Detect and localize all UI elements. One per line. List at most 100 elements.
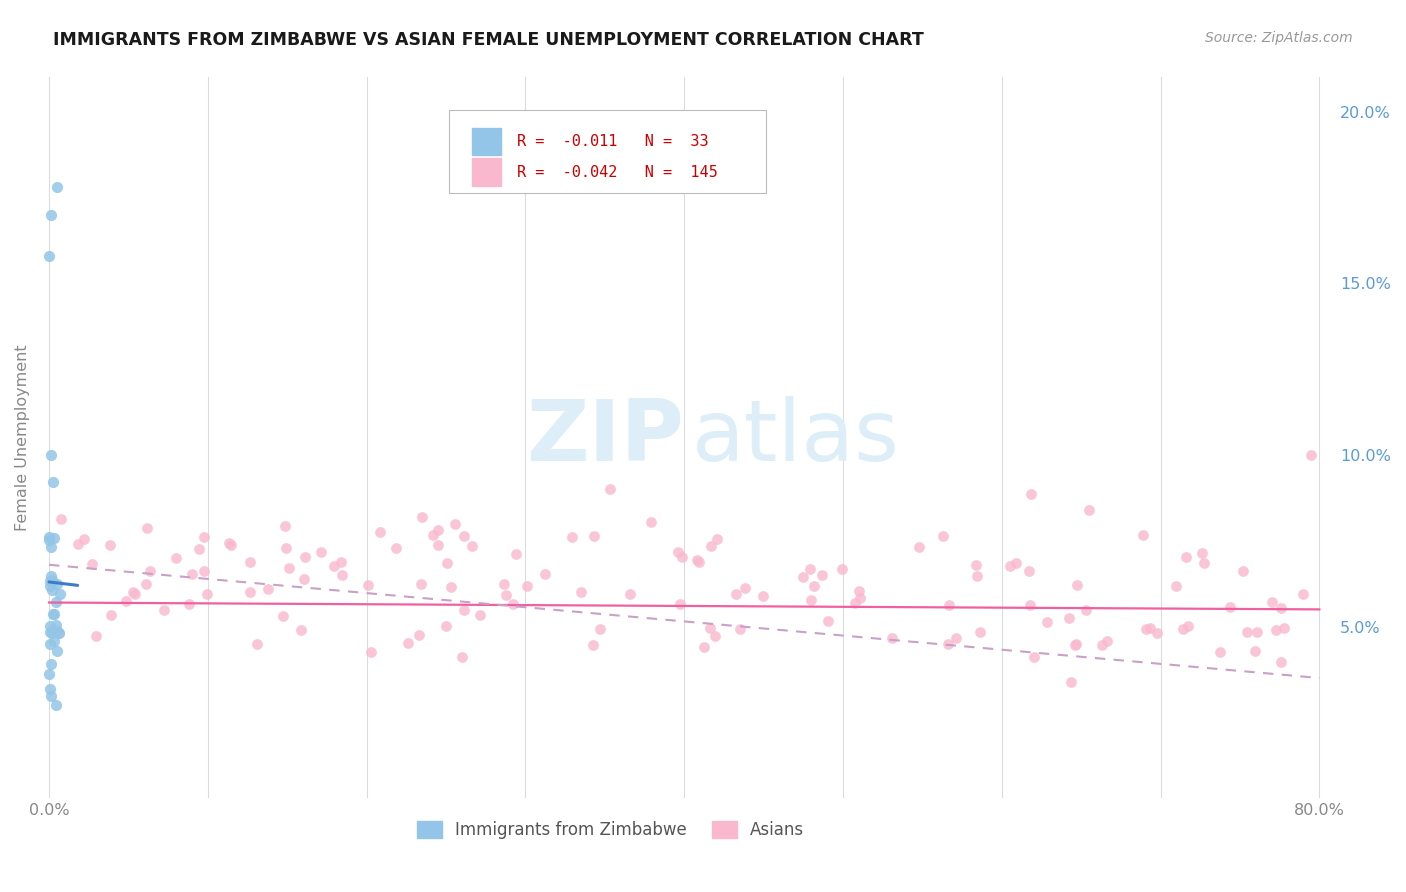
Point <box>39 208 62 222</box>
Point <box>1177 619 1199 633</box>
Point <box>98 538 121 552</box>
Point <box>1132 527 1154 541</box>
Point <box>640 515 662 529</box>
Point <box>294 549 316 564</box>
Point <box>44 607 66 621</box>
Point <box>811 567 834 582</box>
Point <box>1064 637 1087 651</box>
Point <box>218 536 240 550</box>
Point <box>48 626 70 640</box>
Point <box>330 568 353 582</box>
Point <box>39 619 62 633</box>
Point <box>245 637 267 651</box>
Point <box>38 530 60 544</box>
Point <box>965 558 987 572</box>
Point <box>728 622 751 636</box>
Point <box>277 561 299 575</box>
Point <box>357 578 380 592</box>
Point <box>588 622 610 636</box>
Point <box>1301 448 1323 462</box>
Point <box>450 650 472 665</box>
Point <box>45 644 67 658</box>
Point <box>699 621 721 635</box>
Point <box>422 528 444 542</box>
Point <box>724 587 747 601</box>
Point <box>1077 503 1099 517</box>
Point <box>193 530 215 544</box>
Point <box>569 584 592 599</box>
Point <box>582 529 605 543</box>
Point <box>38 533 60 547</box>
Point <box>45 698 67 713</box>
Point <box>945 631 967 645</box>
Point <box>706 533 728 547</box>
Point <box>84 629 107 643</box>
Point <box>39 637 62 651</box>
Point <box>193 564 215 578</box>
Point <box>880 631 903 645</box>
Point <box>195 586 218 600</box>
Point <box>516 579 538 593</box>
Point <box>276 541 298 555</box>
Point <box>135 521 157 535</box>
Point <box>502 597 524 611</box>
Point <box>998 558 1021 573</box>
Point <box>1146 626 1168 640</box>
Text: R =  -0.011   N =  33: R = -0.011 N = 33 <box>517 134 709 149</box>
Point <box>969 625 991 640</box>
Point <box>385 541 408 555</box>
Point <box>41 573 63 587</box>
Point <box>599 482 621 496</box>
Point <box>494 577 516 591</box>
Point <box>177 598 200 612</box>
Point <box>39 448 62 462</box>
Point <box>831 562 853 576</box>
Point <box>434 619 457 633</box>
Point <box>1194 557 1216 571</box>
Point <box>273 518 295 533</box>
Point <box>1232 564 1254 578</box>
Point <box>1236 625 1258 640</box>
Point <box>100 607 122 622</box>
Point <box>453 602 475 616</box>
Point <box>257 582 280 596</box>
Point <box>396 636 419 650</box>
Point <box>165 550 187 565</box>
Point <box>1024 650 1046 665</box>
Point <box>908 540 931 554</box>
Point <box>290 623 312 637</box>
Point <box>1219 599 1241 614</box>
Point <box>322 559 344 574</box>
Point <box>1095 634 1118 648</box>
Point <box>803 579 825 593</box>
Point <box>46 576 69 591</box>
Point <box>1091 638 1114 652</box>
Point <box>844 596 866 610</box>
Point <box>800 592 823 607</box>
Point <box>39 682 62 697</box>
Point <box>533 566 555 581</box>
Point <box>700 540 723 554</box>
Point <box>460 539 482 553</box>
Point <box>41 625 63 640</box>
Bar <box>472 159 501 186</box>
Point <box>411 509 433 524</box>
Point <box>495 588 517 602</box>
Point <box>688 555 710 569</box>
Point <box>1261 594 1284 608</box>
Point <box>1270 656 1292 670</box>
Legend: Immigrants from Zimbabwe, Asians: Immigrants from Zimbabwe, Asians <box>412 815 810 844</box>
Point <box>734 582 756 596</box>
Point <box>46 180 69 194</box>
Point <box>45 624 67 638</box>
Point <box>1074 603 1097 617</box>
Point <box>408 627 430 641</box>
Point <box>42 531 65 545</box>
FancyBboxPatch shape <box>449 110 766 193</box>
Point <box>330 555 353 569</box>
Bar <box>472 128 501 155</box>
Point <box>42 475 65 490</box>
Point <box>180 567 202 582</box>
Point <box>752 589 775 603</box>
Point <box>619 586 641 600</box>
